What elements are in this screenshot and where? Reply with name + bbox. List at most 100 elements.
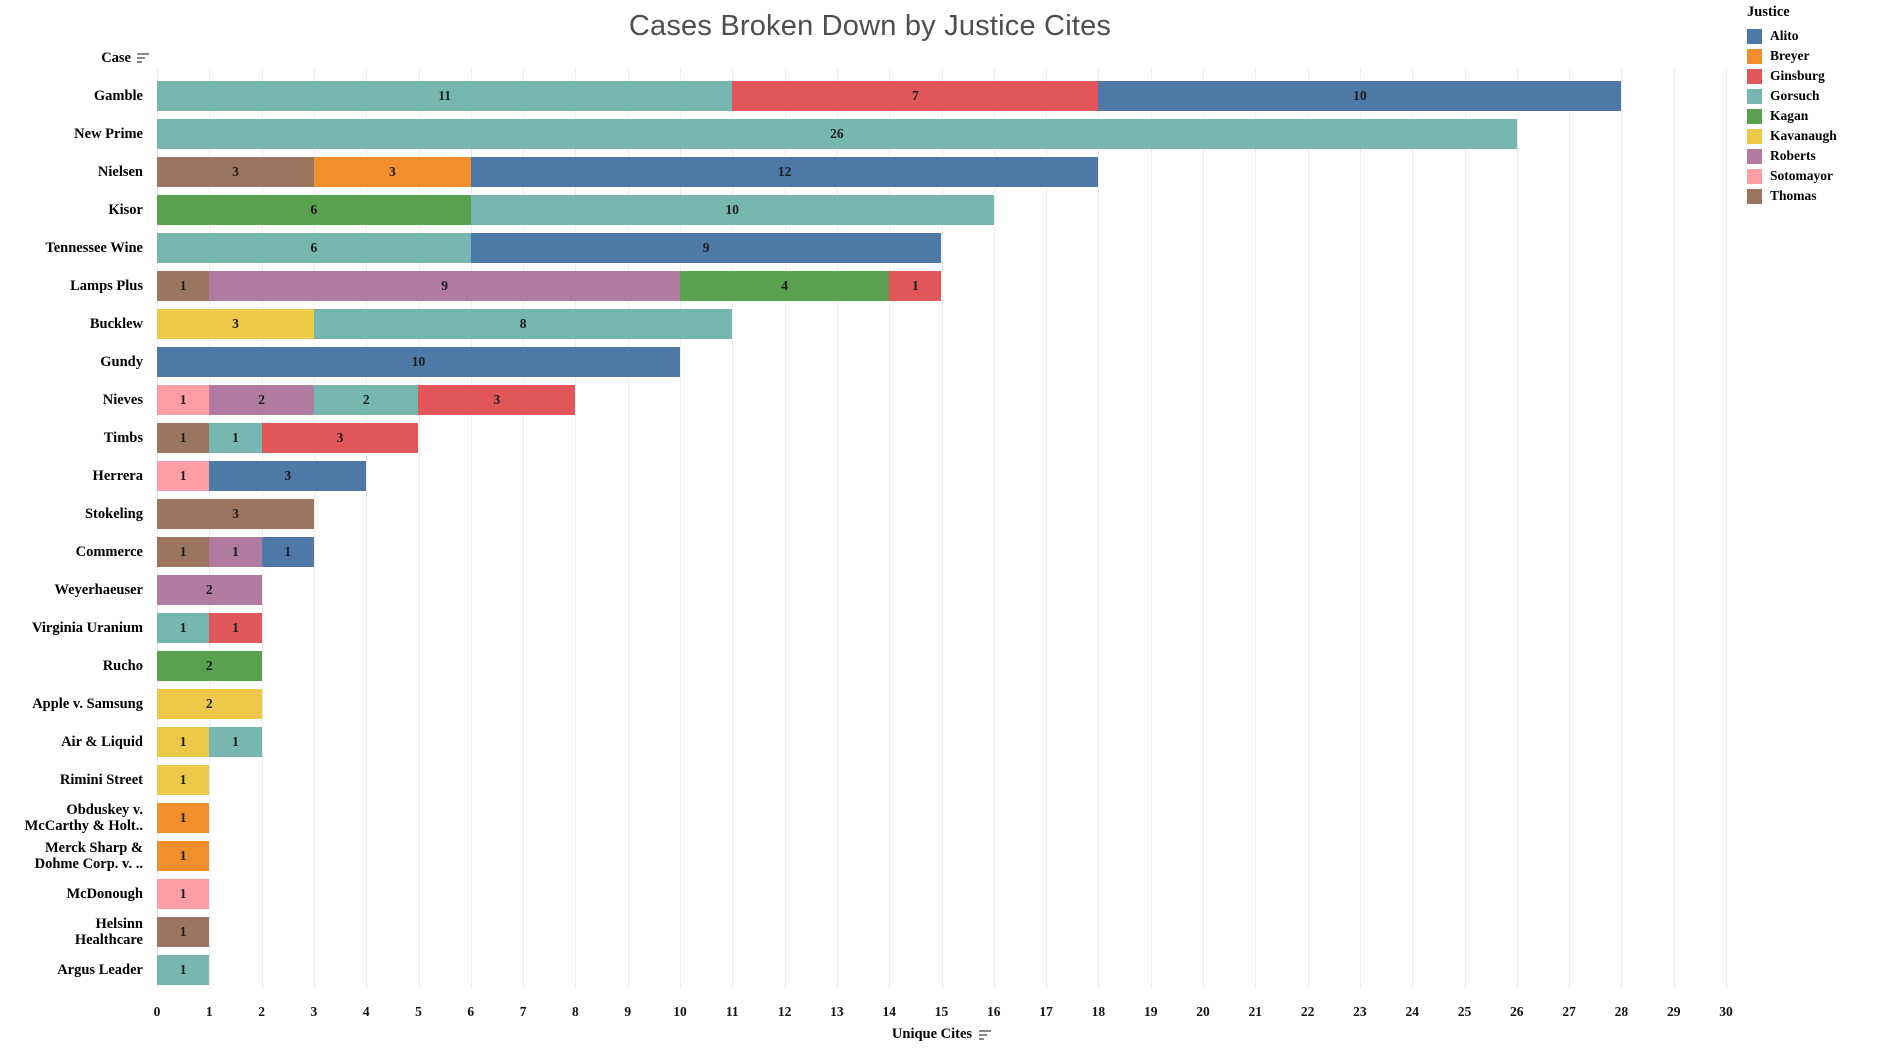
bar-segment-breyer[interactable]: 3	[313, 157, 471, 187]
sort-descending-icon[interactable]	[979, 1029, 992, 1040]
bar-segment-ginsburg[interactable]: 1	[209, 613, 262, 643]
gridline	[1046, 69, 1048, 989]
bar-segment-alito[interactable]: 12	[470, 157, 1099, 187]
bar-segment-gorsuch[interactable]: 1	[157, 955, 210, 985]
bar-segment-alito[interactable]: 9	[470, 233, 942, 263]
legend-item-label: Thomas	[1770, 188, 1817, 203]
bar-segment-thomas[interactable]: 3	[157, 499, 314, 529]
bar-segment-gorsuch[interactable]: 2	[313, 385, 419, 415]
case-label-apple-v-samsung: Apple v. Samsung	[32, 696, 143, 712]
x-tick-label: 22	[1300, 1004, 1315, 1019]
gridline	[1569, 69, 1571, 989]
gridline	[1150, 69, 1152, 989]
gridline	[1464, 69, 1466, 989]
bar-segment-gorsuch[interactable]: 8	[313, 309, 733, 339]
y-axis-header-label: Case	[101, 49, 131, 66]
gridline	[418, 69, 420, 989]
x-tick-label: 26	[1510, 1004, 1524, 1019]
gridline	[627, 69, 629, 989]
x-tick-label: 14	[882, 1004, 896, 1019]
legend-item-label: Gorsuch	[1770, 88, 1820, 103]
x-axis-title-label: Unique Cites	[891, 1026, 973, 1042]
bar-segment-roberts[interactable]: 9	[209, 271, 680, 301]
bar-segment-kavanaugh[interactable]: 3	[157, 309, 314, 339]
bar-segment-thomas[interactable]: 1	[157, 917, 210, 947]
legend-item-gorsuch[interactable]: Gorsuch	[1747, 86, 1875, 106]
legend-item-thomas[interactable]: Thomas	[1747, 186, 1875, 206]
bar-segment-alito[interactable]: 10	[1098, 81, 1622, 111]
bar-segment-roberts[interactable]: 2	[209, 385, 314, 415]
bar-segment-gorsuch[interactable]: 1	[209, 423, 262, 453]
case-label-timbs: Timbs	[103, 430, 143, 446]
case-label-rimini-street: Rimini Street	[59, 772, 143, 788]
bar-segment-gorsuch[interactable]: 26	[157, 119, 1517, 149]
bar-segment-kagan[interactable]: 2	[157, 651, 262, 681]
bar-segment-ginsburg[interactable]: 7	[732, 81, 1099, 111]
bar-segment-kavanaugh[interactable]: 1	[157, 727, 210, 757]
bar-segment-breyer[interactable]: 1	[157, 841, 210, 871]
bar-segment-gorsuch[interactable]: 1	[209, 727, 262, 757]
legend-item-ginsburg[interactable]: Ginsburg	[1747, 66, 1875, 86]
legend-item-alito[interactable]: Alito	[1747, 26, 1875, 46]
legend-swatch-icon	[1747, 148, 1762, 164]
legend-swatch-icon	[1747, 68, 1762, 84]
x-tick-label: 17	[1039, 1004, 1053, 1019]
bar-segment-alito[interactable]: 10	[157, 347, 680, 377]
gridline	[836, 69, 838, 989]
bar-segment-gorsuch[interactable]: 10	[470, 195, 994, 225]
legend-items: Alito Breyer Ginsburg Gorsuch Kagan Kavanaugh…	[1747, 26, 1875, 206]
bar-segment-ginsburg[interactable]: 3	[418, 385, 576, 415]
bar-segment-kagan[interactable]: 4	[679, 271, 890, 301]
bar-row-kisor: 6 10	[157, 195, 994, 225]
bar-segment-alito[interactable]: 1	[261, 537, 314, 567]
legend-item-label: Ginsburg	[1770, 68, 1825, 83]
gridline	[313, 69, 315, 989]
case-label-rucho: Rucho	[102, 658, 143, 674]
sort-descending-icon[interactable]	[137, 53, 150, 63]
legend-item-sotomayor[interactable]: Sotomayor	[1747, 166, 1875, 186]
bar-segment-ginsburg[interactable]: 3	[261, 423, 419, 453]
legend-swatch-icon	[1747, 188, 1762, 204]
bar-segment-kavanaugh[interactable]: 1	[157, 765, 210, 795]
bar-segment-kavanaugh[interactable]: 2	[157, 689, 262, 719]
legend-item-roberts[interactable]: Roberts	[1747, 146, 1875, 166]
bar-row-helsinn-healthcare: 1	[157, 917, 210, 947]
legend-item-label: Kavanaugh	[1770, 128, 1837, 143]
gridline	[1516, 69, 1518, 989]
legend-item-kagan[interactable]: Kagan	[1747, 106, 1875, 126]
gridline	[784, 69, 786, 989]
bar-segment-sotomayor[interactable]: 1	[157, 879, 210, 909]
bar-segment-roberts[interactable]: 2	[157, 575, 262, 605]
legend-item-label: Alito	[1770, 28, 1799, 43]
case-label-gamble: Gamble	[93, 88, 143, 104]
bar-segment-thomas[interactable]: 1	[157, 537, 210, 567]
case-label-gundy: Gundy	[100, 354, 143, 370]
gridline	[680, 69, 681, 989]
bar-segment-gorsuch[interactable]: 11	[157, 81, 733, 111]
bar-segment-kagan[interactable]: 6	[157, 195, 471, 225]
bar-segment-gorsuch[interactable]: 1	[157, 613, 210, 643]
bar-segment-thomas[interactable]: 1	[157, 271, 210, 301]
gridline	[941, 69, 943, 989]
bar-segment-sotomayor[interactable]: 1	[157, 385, 210, 415]
legend-title: Justice	[1747, 4, 1790, 20]
bar-segment-sotomayor[interactable]: 1	[157, 461, 210, 491]
bar-segment-alito[interactable]: 3	[209, 461, 367, 491]
bar-row-apple-v-samsung: 2	[157, 689, 262, 719]
bar-segment-thomas[interactable]: 3	[157, 157, 314, 187]
case-label-mcdonough: McDonough	[66, 886, 143, 902]
legend-item-kavanaugh[interactable]: Kavanaugh	[1747, 126, 1875, 146]
bar-segment-breyer[interactable]: 1	[157, 803, 210, 833]
bar-segment-roberts[interactable]: 1	[209, 537, 262, 567]
bar-segment-ginsburg[interactable]: 1	[889, 271, 942, 301]
legend-item-label: Sotomayor	[1770, 168, 1833, 183]
legend-item-breyer[interactable]: Breyer	[1747, 46, 1875, 66]
x-tick-label: 29	[1666, 1004, 1681, 1019]
bar-segment-thomas[interactable]: 1	[157, 423, 210, 453]
gridline	[993, 69, 995, 989]
x-tick-label: 25	[1457, 1004, 1472, 1019]
bar-segment-gorsuch[interactable]: 6	[157, 233, 471, 263]
chart-title: Cases Broken Down by Justice Cites	[628, 10, 1112, 42]
